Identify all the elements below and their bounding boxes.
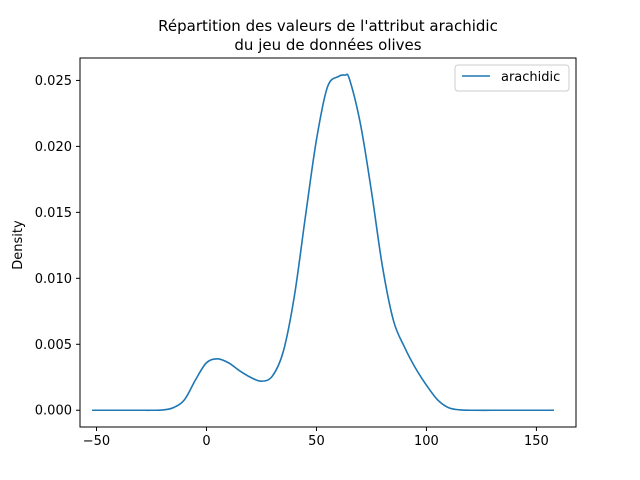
axes-frame bbox=[79, 57, 577, 428]
y-tick-label: 0.010 bbox=[35, 272, 72, 287]
x-axis-ticks: −50 0 50 100 150 bbox=[83, 427, 549, 449]
chart-subtitle: du jeu de données olives bbox=[234, 36, 421, 54]
chart-title: Répartition des valeurs de l'attribut ar… bbox=[158, 17, 498, 35]
y-axis-label: Density bbox=[11, 220, 26, 270]
x-tick-label: 150 bbox=[524, 434, 549, 449]
y-tick-label: 0.025 bbox=[35, 74, 72, 89]
x-tick-label: 0 bbox=[202, 434, 210, 449]
series-line-arachidic bbox=[92, 73, 554, 412]
y-tick-label: 0.015 bbox=[35, 206, 72, 221]
legend-label-arachidic: arachidic bbox=[501, 70, 560, 85]
y-tick-label: 0.005 bbox=[35, 338, 72, 353]
y-tick-label: 0.020 bbox=[35, 140, 72, 155]
y-tick-label: 0.000 bbox=[35, 404, 72, 419]
y-axis-ticks: 0.000 0.005 0.010 0.015 0.020 0.025 bbox=[35, 74, 80, 419]
x-tick-label: −50 bbox=[83, 434, 110, 449]
legend: arachidic bbox=[454, 64, 570, 92]
x-tick-label: 100 bbox=[414, 434, 439, 449]
plot-area bbox=[92, 73, 554, 412]
legend-box bbox=[454, 64, 570, 92]
x-tick-label: 50 bbox=[308, 434, 325, 449]
